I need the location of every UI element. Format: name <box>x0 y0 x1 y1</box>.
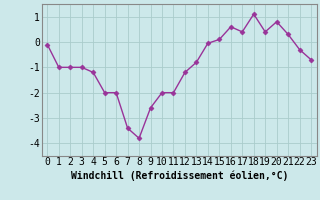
X-axis label: Windchill (Refroidissement éolien,°C): Windchill (Refroidissement éolien,°C) <box>70 170 288 181</box>
